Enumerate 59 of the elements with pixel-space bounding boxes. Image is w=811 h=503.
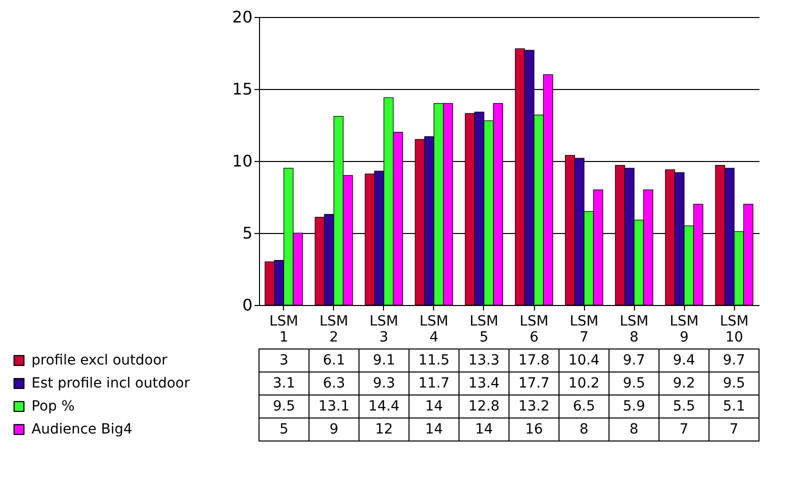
- data-label: 13.2: [518, 398, 550, 414]
- legend-label: Audience Big4: [32, 422, 132, 438]
- data-label: 6.3: [322, 376, 346, 392]
- x-tick-label: LSM 6: [520, 314, 548, 346]
- data-label: 14: [425, 398, 443, 414]
- legend-label: Pop %: [32, 398, 75, 414]
- y-tick-label: 15: [232, 80, 252, 98]
- data-label: 12: [375, 422, 393, 438]
- data-label: 11.7: [418, 376, 450, 392]
- x-tick-label: LSM 1: [269, 314, 298, 346]
- data-label: 14.4: [368, 398, 400, 414]
- data-label: 8: [630, 422, 638, 438]
- y-tick-label: 20: [232, 8, 252, 26]
- data-label: 7: [680, 422, 688, 438]
- x-tick-label: LSM 3: [369, 314, 398, 346]
- y-tick-label: 0: [242, 296, 252, 314]
- data-label: 9.3: [372, 376, 396, 392]
- data-label: 9.2: [672, 376, 696, 392]
- data-label: 9.5: [722, 376, 746, 392]
- x-tick-label: LSM 10: [720, 314, 749, 346]
- data-label: 9: [330, 422, 338, 438]
- legend-label: profile excl outdoor: [32, 352, 168, 368]
- data-label: 12.8: [468, 398, 500, 414]
- data-label: 5.1: [722, 398, 746, 414]
- data-label: 9.5: [272, 398, 296, 414]
- data-label: 9.7: [622, 352, 646, 368]
- data-label: 6.1: [322, 352, 346, 368]
- data-label: 9.1: [372, 352, 396, 368]
- data-label: 14: [475, 422, 493, 438]
- data-label: 13.3: [468, 352, 500, 368]
- data-label: 17.7: [518, 376, 550, 392]
- y-tick-label: 5: [242, 224, 252, 242]
- x-tick-label: LSM 2: [319, 314, 348, 346]
- data-label: 8: [580, 422, 588, 438]
- x-tick-label: LSM 4: [420, 314, 448, 346]
- data-label: 7: [730, 422, 738, 438]
- legend-label: Est profile incl outdoor: [32, 376, 190, 392]
- data-label: 11.5: [418, 352, 450, 368]
- x-tick-label: LSM 8: [620, 314, 649, 346]
- data-label: 14: [425, 422, 443, 438]
- data-label: 13.4: [468, 376, 500, 392]
- data-label: 6.5: [572, 398, 596, 414]
- data-label: 5: [280, 422, 288, 438]
- data-label: 3: [280, 352, 288, 368]
- data-label: 17.8: [518, 352, 550, 368]
- data-label: 3.1: [272, 376, 296, 392]
- data-label: 5.9: [622, 398, 646, 414]
- data-label: 13.1: [318, 398, 350, 414]
- data-label: 10.4: [568, 352, 600, 368]
- data-label: 16: [525, 422, 543, 438]
- x-tick-label: LSM 9: [670, 314, 699, 346]
- x-tick-label: LSM 5: [470, 314, 498, 346]
- data-label: 9.5: [622, 376, 646, 392]
- data-label: 10.2: [568, 376, 600, 392]
- x-tick-label: LSM 7: [570, 314, 598, 346]
- data-label: 9.7: [722, 352, 746, 368]
- data-label: 9.4: [672, 352, 696, 368]
- y-tick-label: 10: [232, 152, 252, 170]
- data-label: 5.5: [672, 398, 696, 414]
